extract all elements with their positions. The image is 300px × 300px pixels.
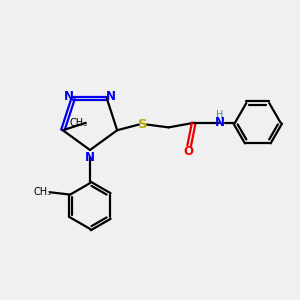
Text: H: H bbox=[216, 110, 224, 120]
Text: CH₃: CH₃ bbox=[69, 118, 87, 128]
Text: N: N bbox=[85, 151, 95, 164]
Text: N: N bbox=[215, 116, 225, 129]
Text: O: O bbox=[183, 146, 193, 158]
Text: CH₃: CH₃ bbox=[33, 187, 51, 197]
Text: S: S bbox=[138, 118, 148, 131]
Text: N: N bbox=[64, 89, 74, 103]
Text: N: N bbox=[106, 89, 116, 103]
